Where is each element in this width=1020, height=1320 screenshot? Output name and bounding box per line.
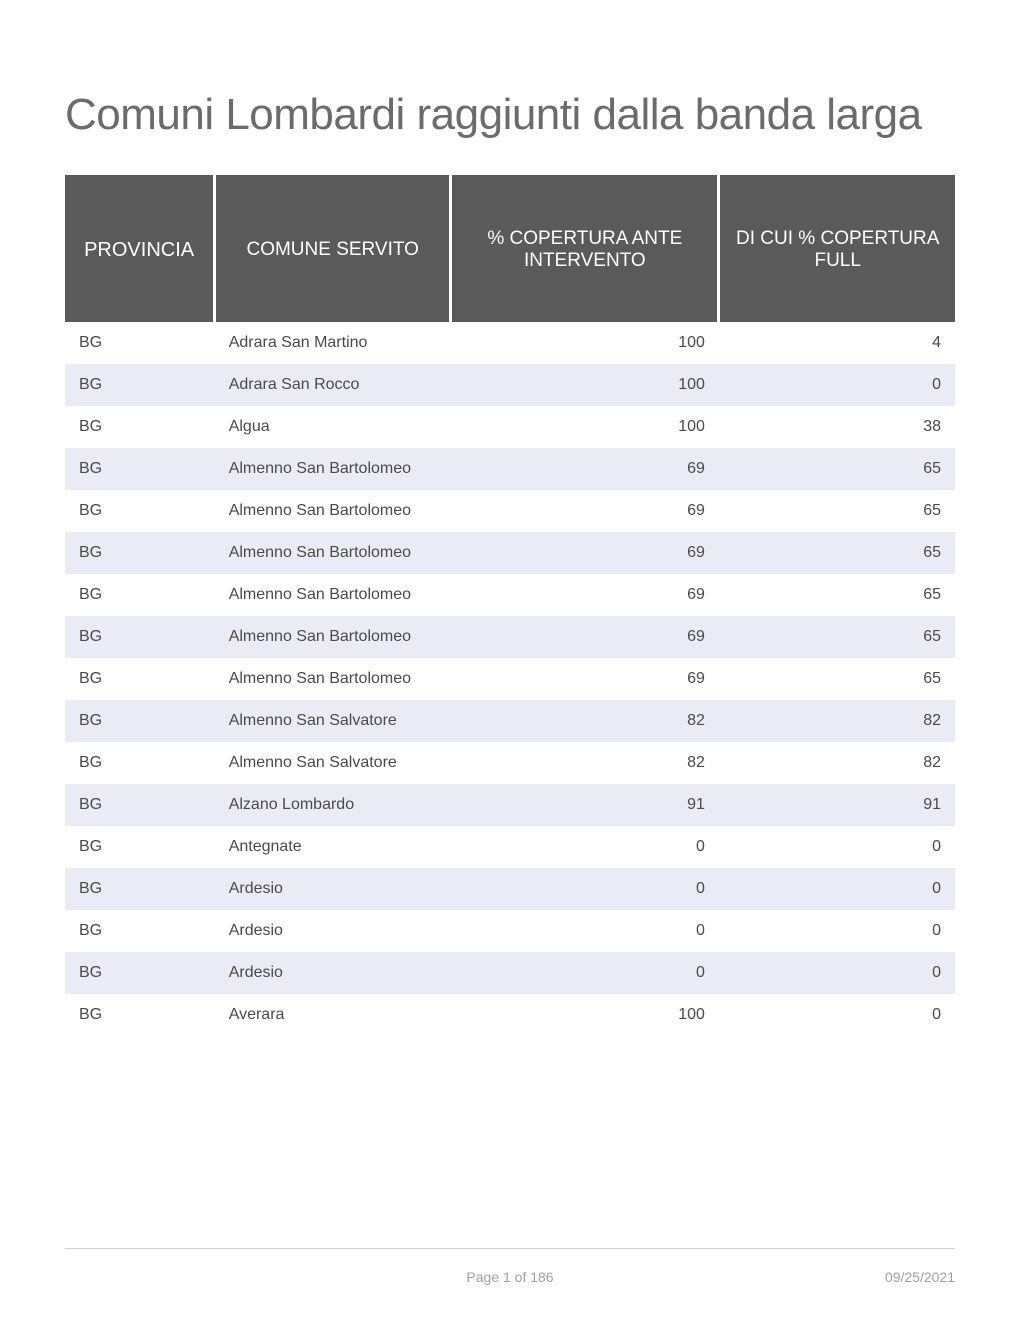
cell-provincia: BG bbox=[65, 364, 215, 406]
table-body: BGAdrara San Martino1004BGAdrara San Roc… bbox=[65, 322, 955, 1036]
cell-provincia: BG bbox=[65, 532, 215, 574]
cell-provincia: BG bbox=[65, 742, 215, 784]
cell-full: 0 bbox=[719, 994, 955, 1036]
cell-full: 0 bbox=[719, 826, 955, 868]
table-row: BGAdrara San Martino1004 bbox=[65, 322, 955, 364]
cell-provincia: BG bbox=[65, 952, 215, 994]
cell-comune: Alzano Lombardo bbox=[215, 784, 451, 826]
cell-full: 65 bbox=[719, 490, 955, 532]
cell-full: 65 bbox=[719, 616, 955, 658]
cell-ante: 69 bbox=[451, 574, 719, 616]
cell-ante: 0 bbox=[451, 868, 719, 910]
cell-ante: 69 bbox=[451, 616, 719, 658]
table-row: BGAverara1000 bbox=[65, 994, 955, 1036]
column-header-ante: % COPERTURA ANTE INTERVENTO bbox=[451, 177, 719, 323]
cell-ante: 100 bbox=[451, 364, 719, 406]
cell-full: 65 bbox=[719, 658, 955, 700]
table-row: BGAlzano Lombardo9191 bbox=[65, 784, 955, 826]
cell-comune: Ardesio bbox=[215, 952, 451, 994]
table-row: BGAlmenno San Bartolomeo6965 bbox=[65, 574, 955, 616]
cell-comune: Almenno San Bartolomeo bbox=[215, 532, 451, 574]
table-row: BGAlmenno San Salvatore8282 bbox=[65, 700, 955, 742]
cell-ante: 0 bbox=[451, 826, 719, 868]
cell-ante: 0 bbox=[451, 910, 719, 952]
cell-provincia: BG bbox=[65, 490, 215, 532]
table-row: BGAdrara San Rocco1000 bbox=[65, 364, 955, 406]
cell-full: 4 bbox=[719, 322, 955, 364]
cell-ante: 82 bbox=[451, 700, 719, 742]
table-row: BGAlmenno San Bartolomeo6965 bbox=[65, 532, 955, 574]
cell-full: 65 bbox=[719, 532, 955, 574]
data-table: PROVINCIA COMUNE SERVITO % COPERTURA ANT… bbox=[65, 175, 955, 1036]
cell-ante: 100 bbox=[451, 406, 719, 448]
table-row: BGAntegnate00 bbox=[65, 826, 955, 868]
cell-full: 91 bbox=[719, 784, 955, 826]
table-row: BGAlmenno San Salvatore8282 bbox=[65, 742, 955, 784]
cell-comune: Almenno San Salvatore bbox=[215, 742, 451, 784]
cell-ante: 69 bbox=[451, 532, 719, 574]
cell-ante: 100 bbox=[451, 322, 719, 364]
cell-comune: Almenno San Bartolomeo bbox=[215, 616, 451, 658]
cell-full: 82 bbox=[719, 700, 955, 742]
cell-full: 65 bbox=[719, 574, 955, 616]
page-footer: Page 1 of 186 09/25/2021 bbox=[65, 1248, 955, 1285]
cell-ante: 82 bbox=[451, 742, 719, 784]
table-row: BGArdesio00 bbox=[65, 868, 955, 910]
cell-comune: Almenno San Bartolomeo bbox=[215, 490, 451, 532]
cell-full: 82 bbox=[719, 742, 955, 784]
table-row: BGArdesio00 bbox=[65, 952, 955, 994]
cell-full: 0 bbox=[719, 364, 955, 406]
cell-comune: Algua bbox=[215, 406, 451, 448]
table-row: BGAlmenno San Bartolomeo6965 bbox=[65, 658, 955, 700]
cell-comune: Averara bbox=[215, 994, 451, 1036]
cell-comune: Almenno San Salvatore bbox=[215, 700, 451, 742]
cell-comune: Adrara San Rocco bbox=[215, 364, 451, 406]
cell-comune: Ardesio bbox=[215, 910, 451, 952]
cell-provincia: BG bbox=[65, 784, 215, 826]
cell-full: 0 bbox=[719, 868, 955, 910]
column-header-comune: COMUNE SERVITO bbox=[215, 177, 451, 323]
cell-provincia: BG bbox=[65, 910, 215, 952]
cell-full: 0 bbox=[719, 910, 955, 952]
cell-ante: 100 bbox=[451, 994, 719, 1036]
cell-full: 38 bbox=[719, 406, 955, 448]
cell-comune: Antegnate bbox=[215, 826, 451, 868]
cell-ante: 69 bbox=[451, 448, 719, 490]
table-row: BGAlmenno San Bartolomeo6965 bbox=[65, 448, 955, 490]
column-header-full: DI CUI % COPERTURA FULL bbox=[719, 177, 955, 323]
cell-provincia: BG bbox=[65, 658, 215, 700]
table-row: BGAlmenno San Bartolomeo6965 bbox=[65, 616, 955, 658]
cell-comune: Almenno San Bartolomeo bbox=[215, 658, 451, 700]
cell-provincia: BG bbox=[65, 406, 215, 448]
footer-date: 09/25/2021 bbox=[885, 1269, 955, 1285]
cell-provincia: BG bbox=[65, 826, 215, 868]
cell-provincia: BG bbox=[65, 868, 215, 910]
cell-provincia: BG bbox=[65, 322, 215, 364]
cell-comune: Adrara San Martino bbox=[215, 322, 451, 364]
cell-provincia: BG bbox=[65, 616, 215, 658]
footer-page-number: Page 1 of 186 bbox=[466, 1269, 553, 1285]
cell-ante: 69 bbox=[451, 658, 719, 700]
table-row: BGAlgua10038 bbox=[65, 406, 955, 448]
cell-provincia: BG bbox=[65, 994, 215, 1036]
cell-provincia: BG bbox=[65, 448, 215, 490]
table-row: BGAlmenno San Bartolomeo6965 bbox=[65, 490, 955, 532]
table-header-row: PROVINCIA COMUNE SERVITO % COPERTURA ANT… bbox=[65, 177, 955, 323]
column-header-provincia: PROVINCIA bbox=[65, 177, 215, 323]
cell-ante: 69 bbox=[451, 490, 719, 532]
page-title: Comuni Lombardi raggiunti dalla banda la… bbox=[65, 90, 955, 140]
cell-comune: Almenno San Bartolomeo bbox=[215, 574, 451, 616]
cell-full: 65 bbox=[719, 448, 955, 490]
cell-comune: Almenno San Bartolomeo bbox=[215, 448, 451, 490]
table-row: BGArdesio00 bbox=[65, 910, 955, 952]
cell-ante: 0 bbox=[451, 952, 719, 994]
cell-ante: 91 bbox=[451, 784, 719, 826]
cell-full: 0 bbox=[719, 952, 955, 994]
cell-comune: Ardesio bbox=[215, 868, 451, 910]
cell-provincia: BG bbox=[65, 700, 215, 742]
cell-provincia: BG bbox=[65, 574, 215, 616]
